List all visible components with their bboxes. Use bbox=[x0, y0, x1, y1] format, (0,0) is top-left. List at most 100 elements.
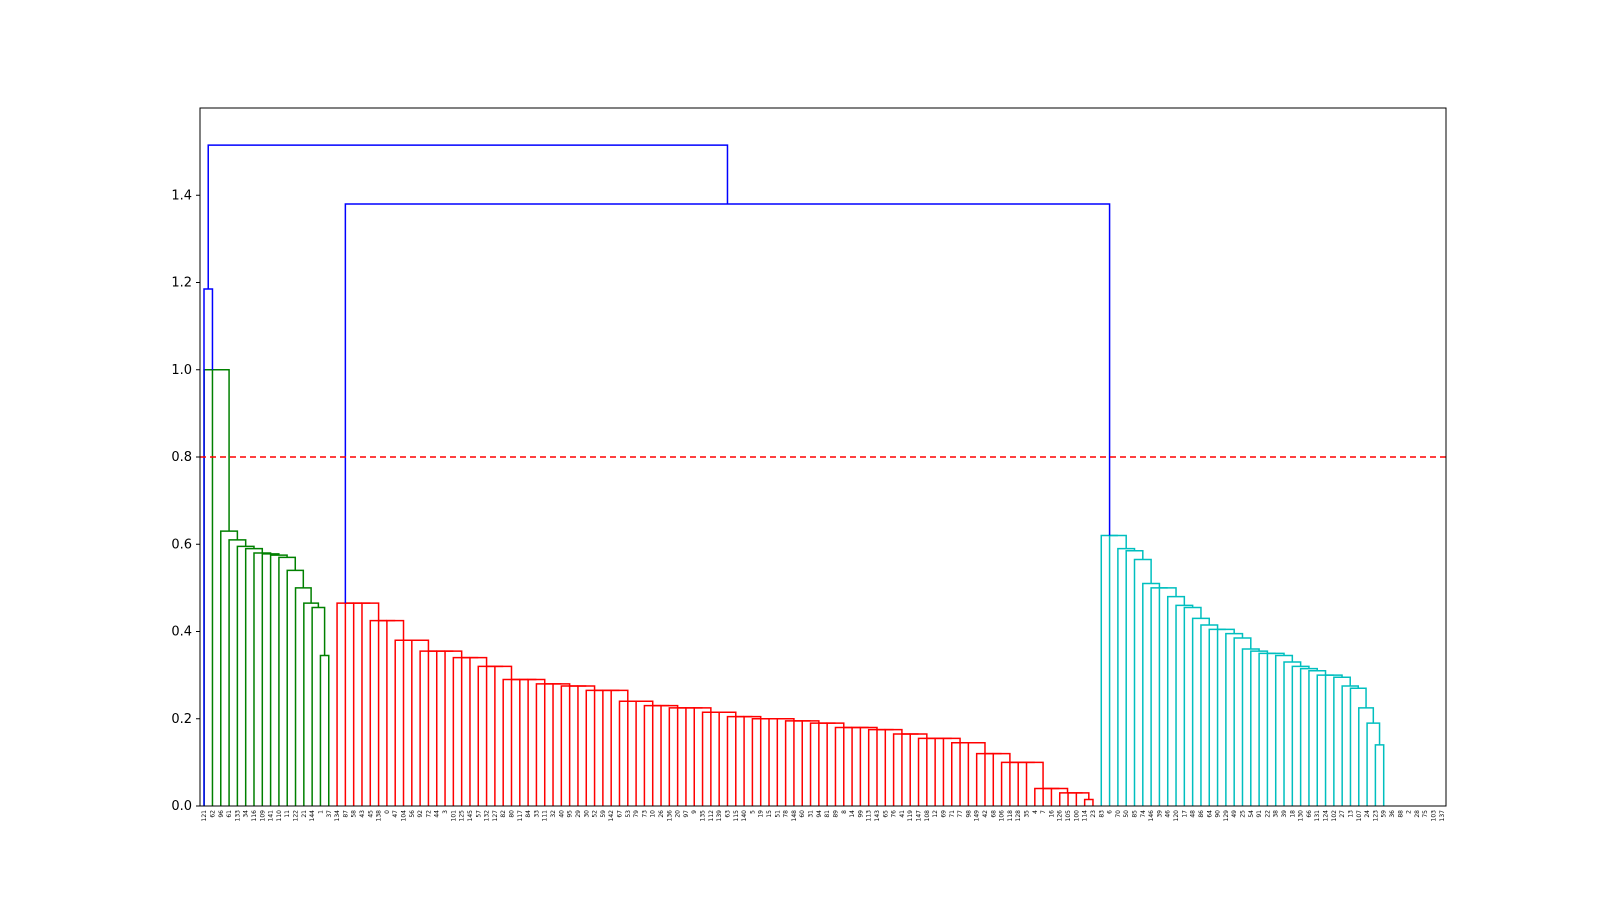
cluster-link bbox=[1274, 654, 1294, 806]
leaf-label: 118 bbox=[1007, 810, 1014, 822]
cluster-link bbox=[1150, 587, 1168, 806]
cluster-link bbox=[618, 700, 637, 806]
leaf-label: 66 bbox=[1306, 810, 1313, 818]
leaf-label: 34 bbox=[243, 810, 250, 818]
cluster-link bbox=[1100, 534, 1118, 806]
leaf-label: 67 bbox=[616, 810, 623, 818]
leaf-label: 136 bbox=[666, 810, 673, 822]
leaf-label: 23 bbox=[1090, 810, 1097, 818]
leaf-label: 112 bbox=[708, 810, 715, 822]
leaf-label: 104 bbox=[401, 810, 408, 822]
cluster-link bbox=[1034, 787, 1052, 806]
leaf-label: 68 bbox=[990, 810, 997, 818]
leaf-label: 108 bbox=[924, 810, 931, 822]
leaf-label: 142 bbox=[608, 810, 615, 822]
cluster-link bbox=[585, 689, 603, 806]
leaf-label: 69 bbox=[940, 810, 947, 818]
cluster-link bbox=[951, 741, 969, 806]
cluster-link bbox=[1233, 637, 1252, 806]
leaf-label: 37 bbox=[326, 810, 333, 818]
leaf-label: 59 bbox=[1381, 810, 1388, 818]
leaf-label: 130 bbox=[1298, 810, 1305, 822]
leaf-label: 99 bbox=[857, 810, 864, 818]
leaf-label: 88 bbox=[1397, 810, 1404, 818]
cluster-link bbox=[1266, 652, 1285, 806]
leaf-label: 59 bbox=[600, 810, 607, 818]
leaf-label: 79 bbox=[633, 810, 640, 818]
cluster-link bbox=[319, 654, 330, 806]
leaf-label: 58 bbox=[351, 810, 358, 818]
leaf-label: 140 bbox=[741, 810, 748, 822]
leaf-label: 84 bbox=[525, 810, 532, 818]
leaf-label: 11 bbox=[284, 810, 291, 818]
leaf-label: 85 bbox=[1132, 810, 1139, 818]
leaf-label: 3 bbox=[442, 810, 449, 814]
cluster-link bbox=[751, 718, 770, 806]
leaf-label: 109 bbox=[259, 810, 266, 822]
y-tick-label: 0.6 bbox=[171, 537, 192, 552]
leaf-label: 17 bbox=[1181, 810, 1188, 818]
cluster-link bbox=[278, 556, 297, 806]
cluster-link bbox=[867, 728, 886, 806]
cluster-link bbox=[228, 539, 247, 806]
leaf-label: 33 bbox=[533, 810, 540, 818]
leaf-label: 101 bbox=[450, 810, 457, 822]
dendrogram-links bbox=[203, 144, 1385, 806]
cluster-link bbox=[1125, 550, 1144, 806]
leaf-label: 103 bbox=[1431, 810, 1438, 822]
leaf-label: 91 bbox=[1256, 810, 1263, 818]
leaf-label: 61 bbox=[226, 810, 233, 818]
cluster-link bbox=[1133, 558, 1152, 806]
cluster-link bbox=[726, 715, 745, 806]
leaf-label: 24 bbox=[1364, 810, 1371, 818]
leaf-label: 4 bbox=[1032, 810, 1039, 814]
leaf-label: 102 bbox=[1331, 810, 1338, 822]
cluster-link bbox=[942, 737, 961, 806]
leaf-label: 75 bbox=[1422, 810, 1429, 818]
leaf-label: 25 bbox=[1239, 810, 1246, 818]
leaf-label: 94 bbox=[816, 810, 823, 818]
cluster-link bbox=[1208, 628, 1226, 806]
cluster-link bbox=[693, 707, 712, 806]
cluster-link bbox=[369, 619, 387, 806]
leaf-label: 100 bbox=[1073, 810, 1080, 822]
leaf-label: 89 bbox=[832, 810, 839, 818]
leaf-label: 1 bbox=[317, 810, 324, 814]
leaf-label: 147 bbox=[916, 810, 923, 822]
leaf-label: 122 bbox=[293, 810, 300, 822]
cluster-link bbox=[1316, 674, 1334, 806]
leaf-label: 148 bbox=[791, 810, 798, 822]
leaf-label: 48 bbox=[1190, 810, 1197, 818]
y-tick-label: 1.2 bbox=[171, 276, 192, 291]
leaf-label: 144 bbox=[309, 810, 316, 822]
leaf-label: 10 bbox=[650, 810, 657, 818]
leaf-label: 139 bbox=[716, 810, 723, 822]
leaf-label: 26 bbox=[658, 810, 665, 818]
leaf-label: 41 bbox=[899, 810, 906, 818]
leaf-label: 97 bbox=[683, 810, 690, 818]
leaf-label: 121 bbox=[201, 810, 208, 822]
leaf-label: 32 bbox=[550, 810, 557, 818]
leaf-label: 86 bbox=[1198, 810, 1205, 818]
leaf-label: 83 bbox=[1098, 810, 1105, 818]
leaf-label: 80 bbox=[509, 810, 516, 818]
y-tick-label: 0.8 bbox=[171, 450, 192, 465]
leaf-label: 146 bbox=[1148, 810, 1155, 822]
leaf-label: 137 bbox=[1439, 810, 1446, 822]
leaf-label: 43 bbox=[359, 810, 366, 818]
leaf-label: 81 bbox=[824, 810, 831, 818]
leaf-label: 135 bbox=[700, 810, 707, 822]
leaf-label: 65 bbox=[882, 810, 889, 818]
leaf-label: 129 bbox=[1223, 810, 1230, 822]
leaf-label: 71 bbox=[949, 810, 956, 818]
leaf-label: 2 bbox=[1406, 810, 1413, 814]
leaf-label: 56 bbox=[409, 810, 416, 818]
top-link bbox=[207, 144, 729, 290]
leaf-label: 98 bbox=[965, 810, 972, 818]
leaf-label: 36 bbox=[1389, 810, 1396, 818]
cluster-link bbox=[743, 715, 762, 806]
leaf-label: 90 bbox=[1215, 810, 1222, 818]
leaf-label: 115 bbox=[733, 810, 740, 822]
y-tick-label: 1.0 bbox=[171, 363, 192, 378]
